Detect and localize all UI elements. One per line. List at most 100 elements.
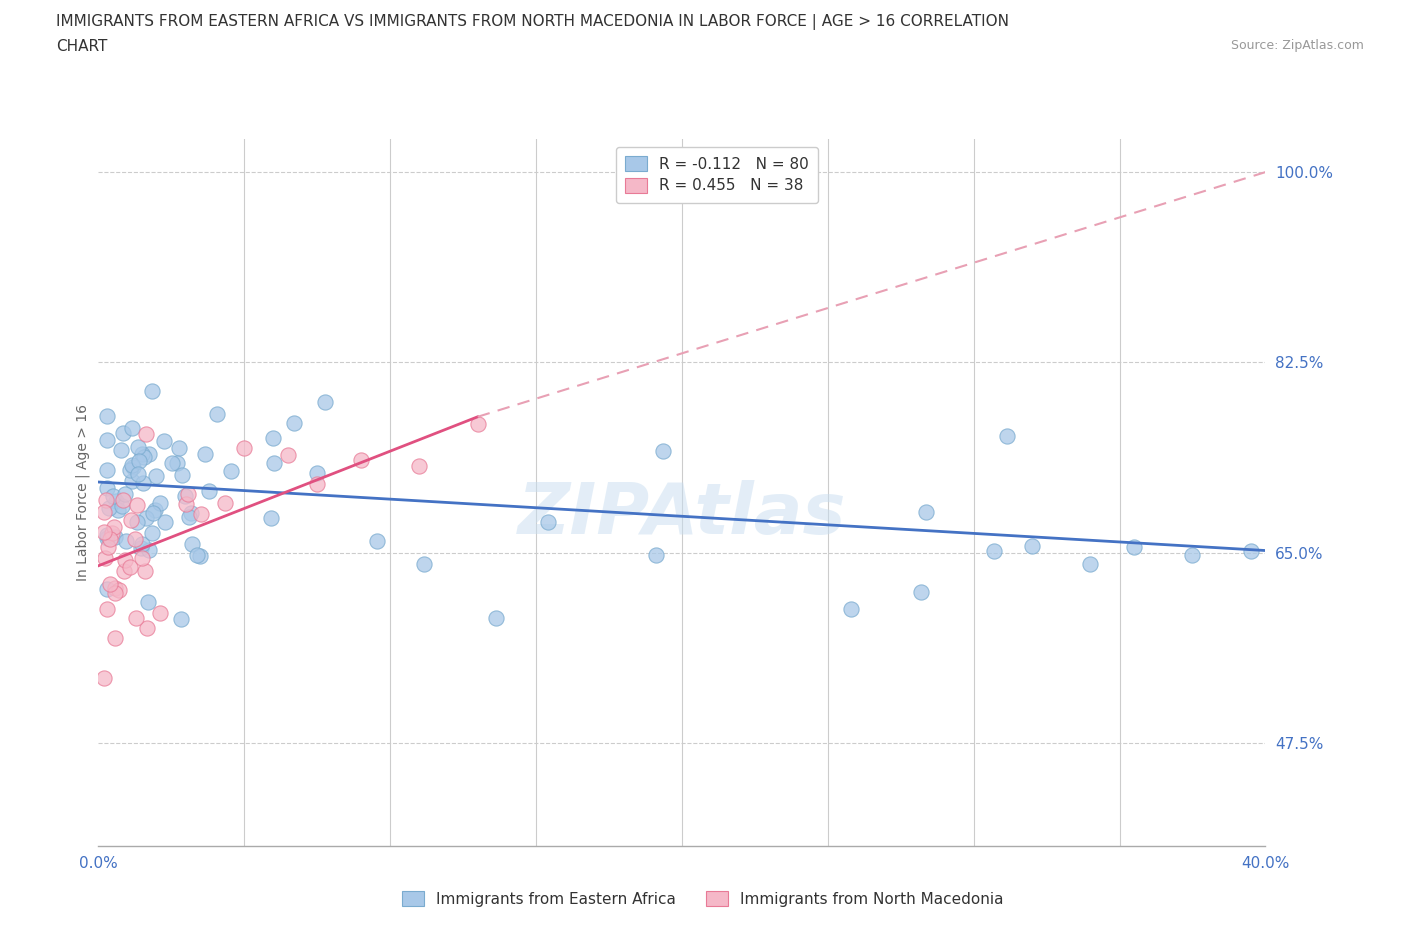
Point bbox=[149, 496, 172, 511]
Point bbox=[112, 564, 135, 578]
Point bbox=[983, 543, 1005, 558]
Point bbox=[122, 459, 145, 474]
Point bbox=[186, 548, 208, 563]
Point bbox=[101, 488, 124, 503]
Point bbox=[121, 458, 143, 472]
Point bbox=[96, 463, 118, 478]
Point bbox=[121, 473, 143, 488]
Point bbox=[181, 537, 204, 551]
Point bbox=[120, 463, 142, 478]
Y-axis label: In Labor Force | Age > 16: In Labor Force | Age > 16 bbox=[76, 405, 90, 581]
Point bbox=[283, 416, 305, 431]
Point bbox=[915, 505, 938, 520]
Point bbox=[120, 512, 142, 527]
Point bbox=[537, 514, 560, 529]
Point bbox=[111, 493, 134, 508]
Point bbox=[127, 440, 149, 455]
Point bbox=[160, 455, 183, 470]
Point bbox=[172, 468, 194, 483]
Point bbox=[170, 611, 193, 626]
Point bbox=[198, 484, 221, 498]
Point bbox=[260, 511, 283, 525]
Point bbox=[131, 537, 153, 551]
Point bbox=[108, 583, 131, 598]
Point bbox=[194, 447, 217, 462]
Point bbox=[114, 552, 136, 567]
Point bbox=[115, 534, 138, 549]
Point bbox=[1021, 538, 1043, 553]
Point bbox=[1181, 548, 1204, 563]
Point bbox=[114, 486, 136, 501]
Point bbox=[97, 500, 120, 515]
Point bbox=[167, 441, 190, 456]
Point bbox=[93, 505, 115, 520]
Point bbox=[104, 530, 127, 545]
Point bbox=[485, 611, 508, 626]
Point bbox=[96, 527, 118, 542]
Point bbox=[177, 510, 200, 525]
Point bbox=[104, 494, 127, 509]
Point bbox=[263, 456, 285, 471]
Point bbox=[188, 549, 211, 564]
Point bbox=[93, 671, 115, 685]
Point bbox=[350, 452, 373, 467]
Point bbox=[96, 602, 118, 617]
Point bbox=[174, 488, 197, 503]
Point bbox=[219, 464, 242, 479]
Point bbox=[149, 605, 172, 620]
Point bbox=[131, 551, 153, 565]
Point bbox=[132, 475, 155, 490]
Point bbox=[135, 427, 157, 442]
Point bbox=[205, 406, 228, 421]
Point bbox=[366, 533, 388, 548]
Point bbox=[138, 447, 160, 462]
Point bbox=[111, 498, 134, 513]
Point bbox=[98, 531, 121, 546]
Point bbox=[307, 465, 329, 480]
Text: IMMIGRANTS FROM EASTERN AFRICA VS IMMIGRANTS FROM NORTH MACEDONIA IN LABOR FORCE: IMMIGRANTS FROM EASTERN AFRICA VS IMMIGR… bbox=[56, 14, 1010, 30]
Point bbox=[1080, 556, 1102, 571]
Point bbox=[141, 384, 163, 399]
Point bbox=[96, 432, 118, 447]
Point bbox=[134, 564, 156, 578]
Legend: Immigrants from Eastern Africa, Immigrants from North Macedonia: Immigrants from Eastern Africa, Immigran… bbox=[396, 885, 1010, 913]
Text: Source: ZipAtlas.com: Source: ZipAtlas.com bbox=[1230, 39, 1364, 52]
Point bbox=[651, 444, 673, 458]
Point bbox=[131, 446, 153, 461]
Point bbox=[1240, 543, 1263, 558]
Text: ZIPAtlas: ZIPAtlas bbox=[517, 480, 846, 549]
Point bbox=[412, 556, 434, 571]
Text: CHART: CHART bbox=[56, 39, 108, 54]
Point bbox=[104, 580, 127, 595]
Point bbox=[408, 458, 430, 473]
Point bbox=[174, 497, 197, 512]
Point bbox=[307, 476, 329, 491]
Point bbox=[96, 481, 118, 496]
Point bbox=[107, 502, 129, 517]
Point bbox=[467, 417, 489, 432]
Point bbox=[136, 594, 159, 609]
Point bbox=[121, 420, 143, 435]
Point bbox=[128, 454, 150, 469]
Point bbox=[135, 511, 157, 525]
Point bbox=[103, 631, 125, 645]
Point bbox=[997, 429, 1019, 444]
Point bbox=[214, 496, 236, 511]
Point bbox=[93, 551, 115, 566]
Point bbox=[127, 515, 149, 530]
Point bbox=[94, 492, 117, 507]
Point bbox=[104, 585, 127, 600]
Point bbox=[262, 431, 284, 445]
Point bbox=[645, 548, 668, 563]
Point bbox=[142, 506, 165, 521]
Point bbox=[180, 505, 202, 520]
Point bbox=[96, 581, 118, 596]
Point bbox=[100, 525, 122, 540]
Point bbox=[110, 443, 132, 458]
Point bbox=[97, 539, 120, 554]
Point bbox=[314, 394, 336, 409]
Point bbox=[96, 530, 118, 545]
Point bbox=[177, 486, 200, 501]
Point bbox=[1123, 539, 1146, 554]
Point bbox=[124, 531, 146, 546]
